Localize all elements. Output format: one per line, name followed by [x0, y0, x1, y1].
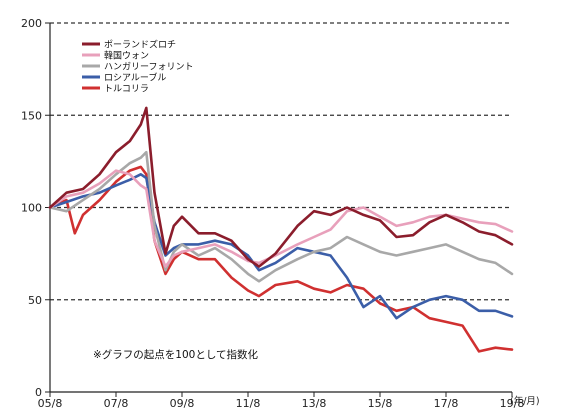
x-tick-label: 07/8 [104, 397, 129, 410]
y-tick-label: 200 [21, 17, 42, 30]
y-tick-label: 100 [21, 202, 42, 215]
series-line-1 [48, 106, 514, 268]
series-lines [48, 106, 514, 353]
chart-note: ※グラフの起点を100として指数化 [93, 348, 259, 361]
legend-label: ロシアルーブル [104, 72, 166, 84]
legend-label: ハンガリーフォリント [104, 62, 193, 73]
x-tick-label: 05/8 [38, 397, 63, 410]
x-tick-label: 19/8 [500, 397, 525, 410]
y-tick-label: 150 [21, 109, 42, 122]
series-line-3 [48, 150, 514, 283]
legend-label: ポーランドズロチ [104, 39, 176, 51]
x-tick-label: 13/8 [302, 397, 327, 410]
legend-label: 韓国ウォン [104, 51, 149, 62]
legend-label: トルコリラ [104, 84, 149, 95]
x-tick-label: 17/8 [434, 397, 459, 410]
y-tick-label: 50 [28, 294, 42, 307]
x-tick-label: 15/8 [368, 397, 393, 410]
y-tick-label: 0 [35, 386, 42, 399]
series-line-5 [48, 165, 514, 353]
x-tick-label: 09/8 [170, 397, 195, 410]
x-tick-label: 11/8 [236, 397, 261, 410]
x-unit-label: (年/月) [510, 395, 540, 407]
